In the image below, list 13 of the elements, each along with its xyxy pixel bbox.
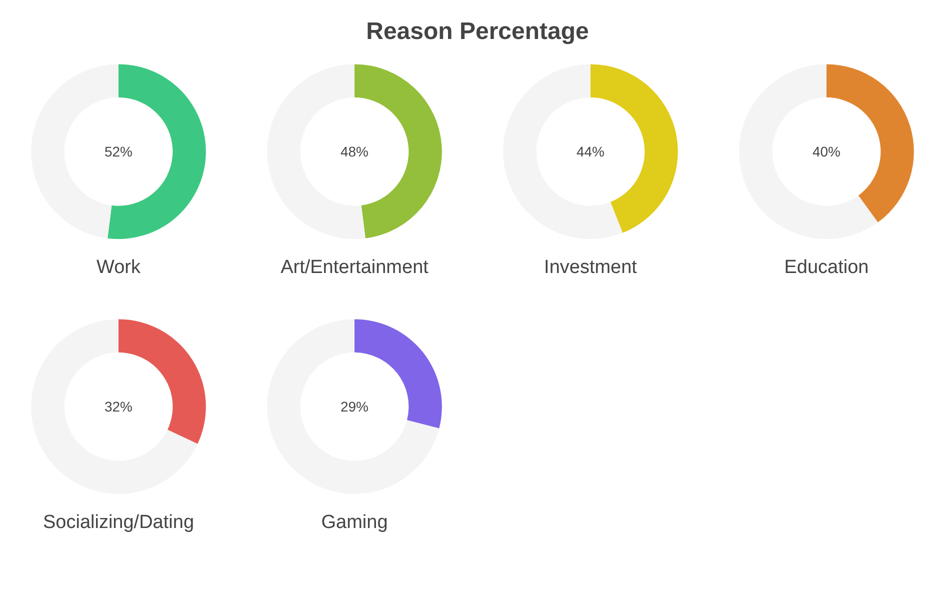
text: Art/Entertainment: [280, 257, 430, 278]
text: Investment: [544, 257, 638, 278]
text: 52%: [104, 144, 133, 160]
text: 44%: [576, 144, 605, 160]
text: Education: [784, 257, 869, 278]
text: 29%: [340, 398, 369, 415]
text: Gaming: [321, 512, 388, 534]
text: 32%: [104, 398, 133, 415]
text: Work: [96, 257, 141, 278]
text: Socializing/Dating: [42, 512, 194, 534]
text: Reason Percentage: [366, 17, 589, 47]
text: 48%: [340, 144, 369, 160]
text: 40%: [812, 144, 841, 160]
